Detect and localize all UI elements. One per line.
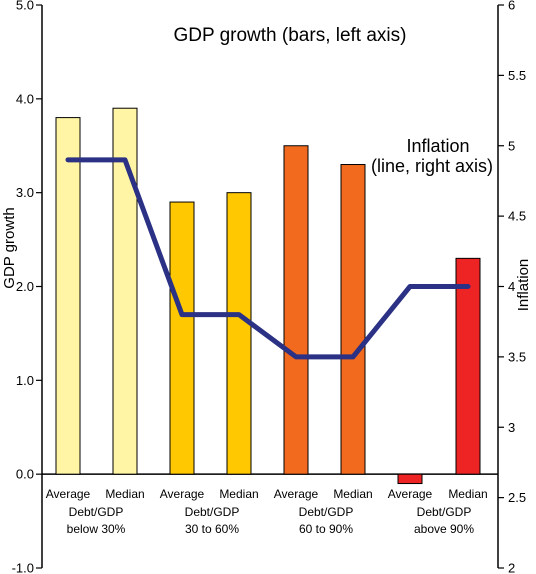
y-tick-label: -1.0 xyxy=(12,561,34,574)
category-label: Median xyxy=(333,487,372,501)
inflation-point xyxy=(67,159,69,161)
group-label-line1: Debt/GDP xyxy=(69,505,124,519)
group-label-line1: Debt/GDP xyxy=(299,505,354,519)
group-label-line1: Debt/GDP xyxy=(185,505,240,519)
y2-tick-label: 3.5 xyxy=(508,349,526,364)
inflation-point xyxy=(181,314,183,316)
y2-tick-label: 4 xyxy=(508,279,515,294)
y-tick-label: 1.0 xyxy=(16,373,34,388)
y-tick-label: 0.0 xyxy=(16,467,34,482)
bar xyxy=(455,257,481,475)
group-label-line1: Debt/GDP xyxy=(417,505,472,519)
bar xyxy=(112,107,138,475)
bar xyxy=(55,117,81,475)
category-label: Average xyxy=(274,487,319,501)
category-label: Average xyxy=(388,487,433,501)
bar xyxy=(169,201,195,475)
category-label: Median xyxy=(448,487,487,501)
inflation-point xyxy=(467,286,469,287)
category-label: Median xyxy=(105,487,144,501)
y2-tick-label: 3 xyxy=(508,420,515,435)
y2-tick-label: 2 xyxy=(508,561,515,574)
bars: Average Median Average Median Average Median A… xyxy=(46,107,488,536)
category-label: Average xyxy=(46,487,91,501)
line-annotation-line2: (line, right axis) xyxy=(371,156,493,176)
labels: GDP growth (bars, left axis) Inflation (… xyxy=(1,25,532,311)
y-tick-label: 3.0 xyxy=(16,185,34,200)
y2-tick-label: 4.5 xyxy=(508,209,526,224)
y-tick-label: 2.0 xyxy=(16,279,34,294)
y-tick-label: 4.0 xyxy=(16,91,34,106)
bar xyxy=(340,164,366,475)
category-label: Average xyxy=(160,487,205,501)
y2-tick-label: 5 xyxy=(508,138,515,153)
line-annotation-line1: Inflation xyxy=(406,136,469,156)
inflation-point xyxy=(124,159,126,161)
inflation-point xyxy=(352,356,354,358)
y2-tick-label: 5.5 xyxy=(508,68,526,83)
inflation-point xyxy=(295,356,297,358)
bar xyxy=(226,192,252,475)
inflation-point xyxy=(409,286,411,287)
bar xyxy=(283,145,309,475)
group-label-line2: 30 to 60% xyxy=(185,522,239,536)
y-tick-label: 5.0 xyxy=(16,0,34,13)
inflation-point xyxy=(238,314,240,316)
y2-axis-label: Inflation xyxy=(515,259,532,312)
inflation-line-layer xyxy=(65,157,471,360)
chart-title: GDP growth (bars, left axis) xyxy=(173,25,406,46)
inflation-line xyxy=(65,157,471,360)
y-axis-label: GDP growth xyxy=(1,207,18,288)
group-label-line2: below 30% xyxy=(67,522,126,536)
group-label-line2: 60 to 90% xyxy=(299,522,353,536)
category-label: Median xyxy=(219,487,258,501)
bar xyxy=(397,473,423,485)
y2-tick-label: 2.5 xyxy=(508,490,526,505)
y2-tick-label: 6 xyxy=(508,0,515,13)
group-label-line2: above 90% xyxy=(414,522,474,536)
